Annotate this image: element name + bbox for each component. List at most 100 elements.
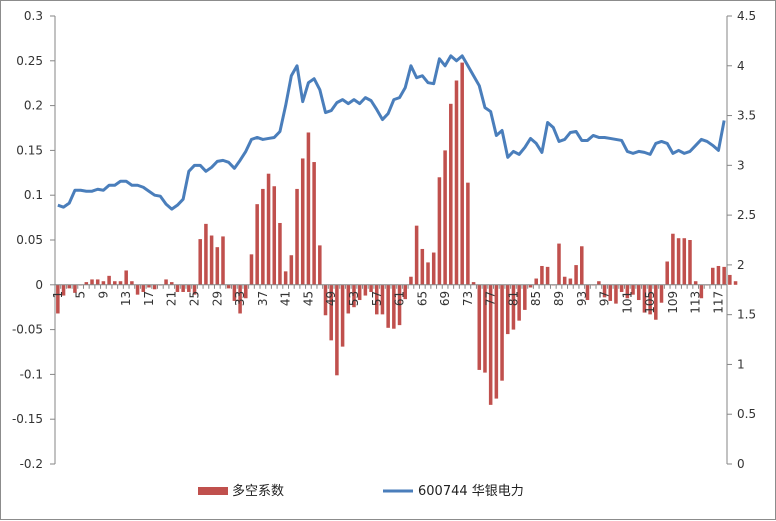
bar: [101, 281, 106, 285]
right-tick-label: 0.5: [737, 407, 756, 421]
bar: [722, 266, 726, 285]
bar: [113, 281, 117, 285]
bar: [699, 284, 704, 299]
bar: [352, 284, 356, 308]
right-tick-label: 1: [737, 357, 745, 371]
bar: [545, 266, 550, 285]
bar: [375, 284, 379, 315]
right-tick-label: 0: [737, 457, 745, 471]
bar: [688, 240, 692, 285]
bar: [198, 239, 202, 285]
left-tick-label: -0.05: [12, 323, 43, 337]
bar: [232, 284, 237, 301]
x-tick-label: 109: [666, 291, 680, 314]
bar: [335, 284, 339, 376]
bar: [523, 284, 527, 310]
x-tick-label: 49: [324, 291, 338, 306]
price-line: [57, 54, 726, 211]
bar: [61, 284, 66, 296]
x-tick-label: 37: [256, 291, 270, 306]
bar: [733, 281, 738, 285]
left-tick-label: 0.25: [16, 54, 43, 68]
bar: [221, 236, 225, 285]
bar: [306, 132, 311, 285]
bar: [431, 252, 436, 285]
right-tick-label: 1.5: [737, 308, 756, 322]
bar: [534, 278, 538, 285]
bar: [295, 188, 299, 285]
bar: [500, 284, 504, 381]
bar: [585, 284, 590, 301]
bar: [323, 284, 328, 316]
bar: [266, 173, 271, 285]
x-tick-label: 53: [347, 291, 361, 306]
x-tick-label: 25: [188, 291, 202, 306]
bar: [403, 284, 407, 300]
bar: [340, 284, 345, 347]
x-tick-label: 81: [506, 291, 520, 306]
bar: [449, 103, 453, 285]
bar: [636, 284, 641, 301]
left-tick-label: 0: [35, 278, 43, 292]
bar: [192, 284, 197, 295]
bar: [300, 158, 305, 285]
bar: [204, 223, 208, 285]
x-tick-label: 69: [438, 291, 452, 306]
bar: [654, 284, 658, 320]
bar: [147, 284, 151, 288]
x-tick-label: 89: [552, 291, 566, 306]
bar: [152, 284, 157, 290]
bar: [460, 62, 464, 285]
x-tick-label: 33: [233, 291, 247, 306]
x-tick-label: 93: [575, 291, 589, 306]
left-axis-ticks: -0.2 -0.15 -0.1 -0.05 0 0.05 0.1 0.15 0.2 0.25 0.3: [12, 9, 55, 471]
left-tick-label: 0.15: [16, 143, 43, 157]
bar: [130, 281, 134, 285]
bar: [278, 222, 282, 285]
x-tick-label: 41: [279, 291, 293, 306]
left-tick-label: 0.3: [24, 9, 43, 23]
left-tick-label: 0.2: [24, 99, 43, 113]
bar: [414, 225, 419, 285]
bar: [728, 274, 732, 285]
legend-label-bars: 多空系数: [232, 483, 284, 499]
bar: [477, 284, 482, 370]
bar: [511, 284, 516, 330]
bar: [665, 261, 669, 285]
bar: [693, 281, 698, 285]
x-tick-label: 57: [370, 291, 384, 306]
bar: [454, 80, 459, 285]
right-tick-label: 4.5: [737, 9, 756, 23]
bar: [517, 284, 521, 321]
bar: [676, 238, 681, 285]
x-tick-label: 77: [484, 291, 498, 306]
bar: [164, 279, 168, 285]
left-tick-label: 0.05: [16, 233, 43, 247]
bar: [346, 284, 351, 314]
left-tick-label: 0.1: [24, 188, 43, 202]
bar: [614, 284, 618, 304]
x-tick-label: 113: [689, 291, 703, 314]
x-tick-label: 29: [210, 291, 224, 306]
bar: [380, 284, 385, 315]
bar: [557, 243, 561, 285]
bar: [312, 162, 316, 285]
right-tick-label: 3: [737, 158, 745, 172]
bar: [409, 276, 413, 285]
x-tick-label: 5: [74, 291, 88, 299]
legend-label-line: 600744 华银电力: [418, 484, 524, 499]
bar: [175, 284, 180, 292]
bar: [369, 284, 373, 292]
bar: [67, 284, 71, 289]
bar: [318, 245, 322, 285]
legend: 多空系数 600744 华银电力: [198, 483, 524, 499]
bar: [261, 188, 265, 285]
bar: [329, 284, 333, 341]
bar: [73, 284, 77, 293]
bar: [209, 235, 214, 285]
bar: [471, 282, 476, 285]
bar: [272, 186, 277, 285]
bar: [608, 284, 613, 301]
x-tick-label: 97: [598, 291, 612, 306]
